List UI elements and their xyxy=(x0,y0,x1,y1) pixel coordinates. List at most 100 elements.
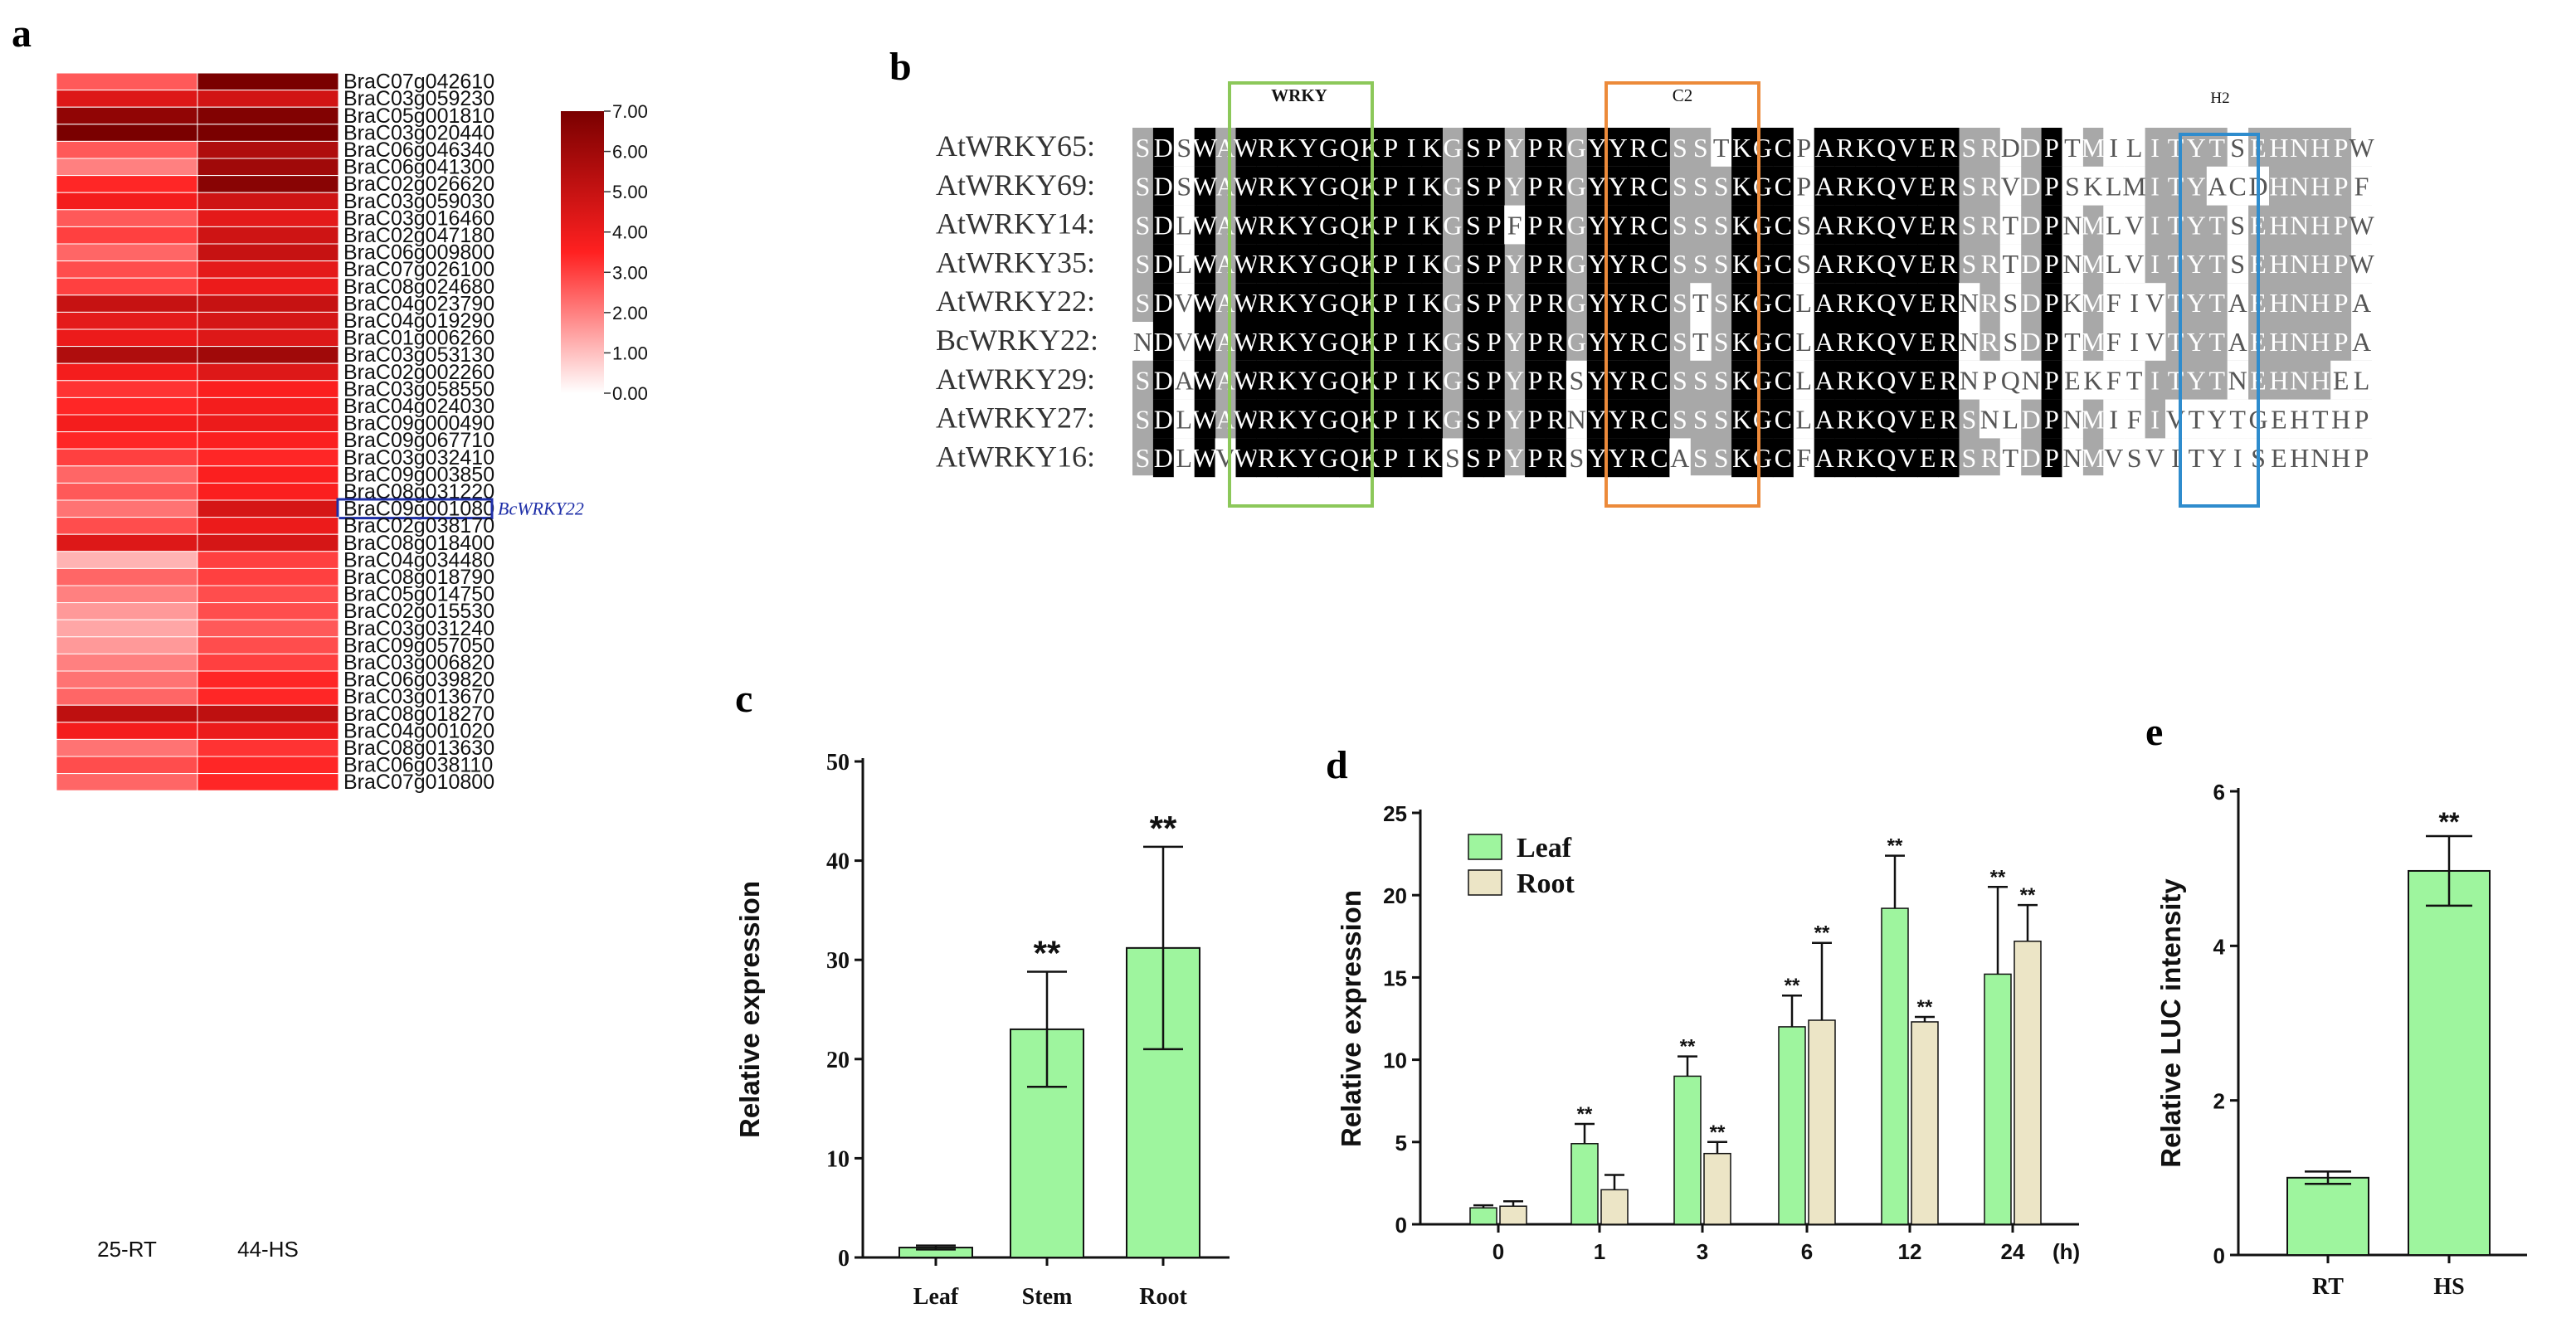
residue: R xyxy=(1629,133,1648,163)
residue: V xyxy=(1897,249,1916,279)
residue-shade xyxy=(1855,166,1877,206)
residue-shade xyxy=(2103,322,2125,361)
residue-shade xyxy=(1525,166,1546,206)
bar-leaf xyxy=(1778,1026,1806,1225)
residue: H xyxy=(2311,288,2330,318)
heatmap-cell xyxy=(197,533,339,552)
bar-leaf xyxy=(1469,1207,1497,1225)
residue-shade xyxy=(1421,166,1443,206)
residue: K xyxy=(1422,288,1441,318)
legend-label-root: Root xyxy=(1517,868,1575,899)
residue: S xyxy=(1714,443,1729,473)
heatmap-cell xyxy=(56,175,198,193)
residue: R xyxy=(1836,288,1854,318)
residue-shade xyxy=(1256,322,1278,361)
residue: K xyxy=(1856,210,1875,240)
residue-shade xyxy=(1339,166,1361,206)
residue-shade xyxy=(1194,166,1216,206)
residue-shade xyxy=(1298,438,1319,478)
gene-label: BraC02g038170 xyxy=(343,514,494,537)
residue: C xyxy=(1650,327,1668,357)
residue-shade xyxy=(1359,360,1381,400)
residue-shade xyxy=(1400,283,1423,322)
heatmap-cell xyxy=(56,431,198,450)
residue-shade xyxy=(1400,166,1423,206)
residue: V xyxy=(1897,210,1916,240)
residue: P xyxy=(1528,249,1543,279)
residue-shade xyxy=(2103,438,2125,478)
residue: I xyxy=(2130,327,2139,357)
residue: F xyxy=(2106,288,2121,318)
residue-shade xyxy=(1979,360,2001,400)
residue: S xyxy=(2003,327,2018,357)
residue-shade xyxy=(1525,399,1546,439)
bar-chart-tissue: 0 10 20 30 40 50 Relative expression Leaf Stem **… xyxy=(734,750,1230,1310)
residue: K xyxy=(1278,327,1297,357)
residue: D xyxy=(2001,133,2020,163)
heatmap-cell xyxy=(197,482,339,501)
residue-shade xyxy=(1400,438,1423,478)
residue: V xyxy=(2125,249,2144,279)
residue-shade xyxy=(2062,205,2083,245)
residue-shade xyxy=(1669,438,1691,478)
residue-shade xyxy=(2041,322,2062,361)
residue: A xyxy=(1815,404,1834,434)
heatmap-cell xyxy=(56,243,198,262)
residue: Q xyxy=(1877,443,1896,473)
residue: C xyxy=(1775,404,1792,434)
residue: P xyxy=(2044,172,2059,202)
residue-shade xyxy=(1628,399,1649,439)
residue: Q xyxy=(1340,288,1359,318)
residue-shade xyxy=(1959,283,1980,322)
residue: S xyxy=(1466,404,1481,434)
residue: H xyxy=(2331,404,2350,434)
residue: N xyxy=(2290,288,2309,318)
x-tick-label: 6 xyxy=(1801,1239,1813,1264)
residue: S xyxy=(1714,327,1729,357)
residue-shade xyxy=(1607,438,1629,478)
heatmap-cell xyxy=(56,362,198,382)
residue-shade xyxy=(2289,438,2311,478)
residue-shade xyxy=(2041,399,2062,439)
heatmap-cell xyxy=(56,602,198,620)
residue: D xyxy=(1154,249,1173,279)
residue: S xyxy=(1673,133,1687,163)
residue: K xyxy=(1856,327,1875,357)
residue-shade xyxy=(2227,322,2249,361)
residue-shade xyxy=(1959,322,1980,361)
y-tick-label: 6 xyxy=(2213,780,2225,805)
residue: D xyxy=(1154,133,1173,163)
y-tick-label: 20 xyxy=(1383,883,1407,908)
residue: Q xyxy=(1877,327,1896,357)
residue: G xyxy=(1567,210,1586,240)
residue: L xyxy=(1176,404,1192,434)
residue: A xyxy=(1815,288,1834,318)
residue: I xyxy=(1407,288,1416,318)
residue-shade xyxy=(1546,128,1567,167)
residue: P xyxy=(2044,288,2059,318)
residue-shade xyxy=(1421,244,1443,284)
residue: M xyxy=(2082,404,2105,434)
residue: W xyxy=(1234,288,1259,318)
x-tick-label: 24 xyxy=(2001,1239,2025,1264)
h2-motif-box xyxy=(2179,133,2260,508)
residue: N xyxy=(2290,327,2309,357)
residue: D xyxy=(2022,404,2041,434)
residue-shade xyxy=(1897,438,1918,478)
residue-shade xyxy=(1772,166,1794,206)
residue: Y xyxy=(1298,249,1317,279)
residue-shade xyxy=(1752,360,1774,400)
residue: Y xyxy=(1505,404,1524,434)
residue: V xyxy=(2145,443,2165,473)
residue-shade xyxy=(2103,244,2125,284)
residue-shade xyxy=(1814,360,1836,400)
heatmap-cell xyxy=(56,465,198,484)
residue-shade xyxy=(1318,205,1340,245)
residue-shade xyxy=(1855,128,1877,167)
residue-shade xyxy=(1421,205,1443,245)
residue: I xyxy=(2233,443,2242,473)
residue: I xyxy=(2150,404,2160,434)
residue-shade xyxy=(1173,399,1195,439)
heatmap-cell xyxy=(197,670,339,689)
residue-shade xyxy=(2206,438,2228,478)
